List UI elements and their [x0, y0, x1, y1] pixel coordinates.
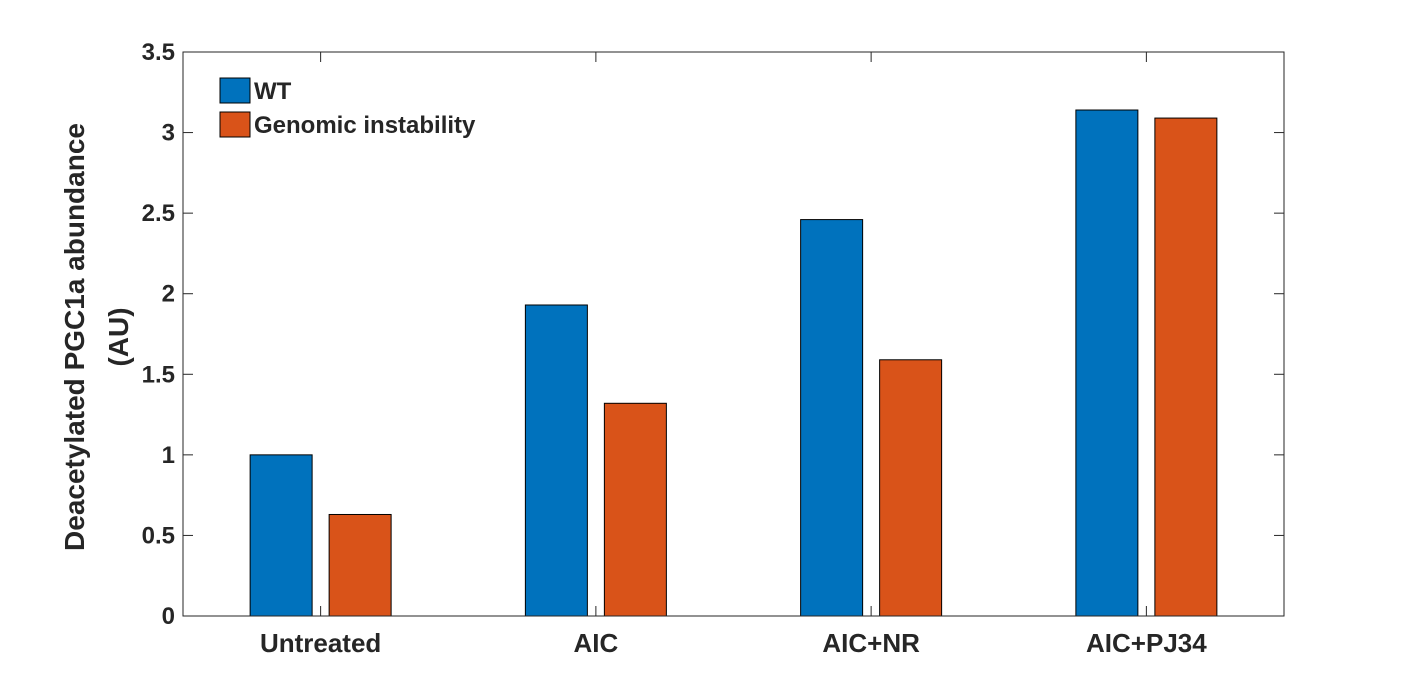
y-tick-label-0: 0: [162, 603, 175, 630]
y-tick-label-4: 2: [162, 281, 175, 308]
bar-wt-2: [800, 219, 864, 617]
y-axis-label: Deacetylated PGC1a abundance (AU): [59, 123, 134, 551]
legend-label-1: Genomic instability: [254, 112, 476, 139]
y-tick-label-1: 0.5: [142, 522, 175, 549]
x-tick-label-1: AIC: [573, 628, 618, 658]
legend-swatch-1: [219, 111, 251, 138]
y-tick-label-3: 1.5: [142, 361, 175, 388]
bar-genomic-instability-0: [328, 513, 392, 617]
y-tick-label-6: 3: [162, 120, 175, 147]
legend-label-0: WT: [254, 78, 292, 105]
y-tick-label-7: 3.5: [142, 39, 175, 66]
y-tick-label-2: 1: [162, 442, 175, 469]
y-axis-label-line-1: Deacetylated PGC1a abundance: [59, 123, 90, 551]
plot-frame: [182, 51, 1285, 617]
bar-wt-0: [249, 454, 313, 617]
y-tick-label-5: 2.5: [142, 200, 175, 227]
axes: [182, 51, 1285, 617]
y-axis-label-line-2: (AU): [103, 307, 134, 366]
bar-wt-3: [1075, 109, 1139, 617]
x-ticks: Untreated AIC AIC+NR AIC+PJ34: [260, 52, 1207, 658]
bar-genomic-instability-2: [879, 359, 943, 617]
legend-swatch-0: [219, 77, 251, 104]
y-ticks: 0 0.5 1 1.5 2 2.5 3 3.5: [142, 39, 1284, 630]
bar-genomic-instability-3: [1154, 117, 1218, 617]
x-tick-label-3: AIC+PJ34: [1086, 628, 1207, 658]
legend: WT Genomic instability: [219, 77, 476, 139]
bar-genomic-instability-1: [603, 402, 667, 617]
x-tick-label-2: AIC+NR: [822, 628, 920, 658]
bar-wt-1: [524, 304, 588, 617]
x-tick-label-0: Untreated: [260, 628, 381, 658]
bars: [249, 109, 1218, 617]
